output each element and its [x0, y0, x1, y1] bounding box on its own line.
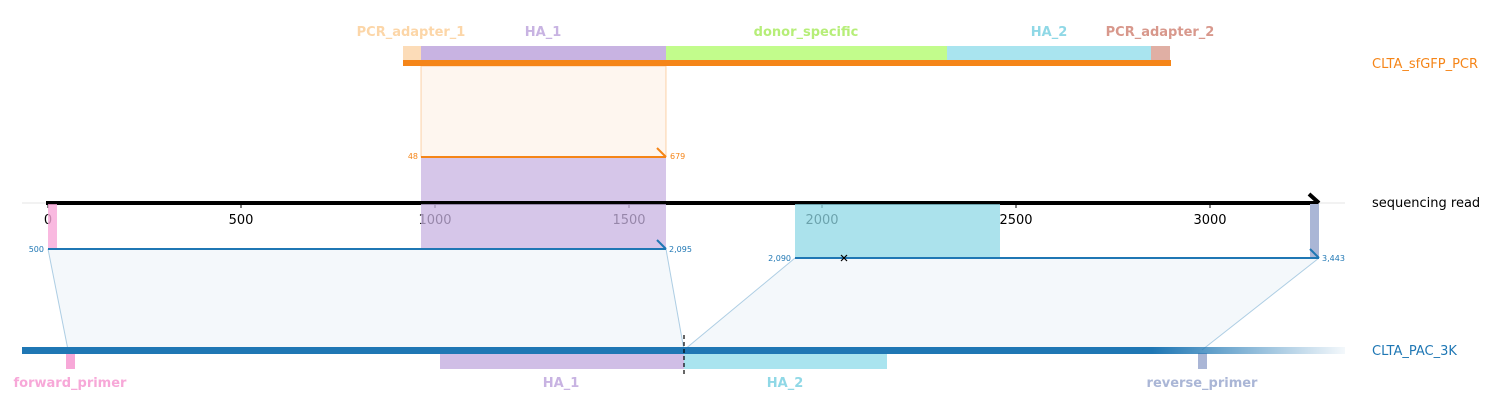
ref-alignment-2-end: 3,443: [1322, 254, 1345, 263]
read-reverse-primer-overlap: [1310, 204, 1319, 258]
ref-alignment-2-left-edge: [683, 257, 796, 351]
ref-alignment-2-right-edge: [1201, 257, 1320, 351]
ref-alignment-1-arrow: [656, 239, 667, 250]
ref-alignment-1: 500 2,095: [29, 239, 692, 351]
pcr-feature-ha-1: [421, 46, 666, 60]
ref-alignment-2-arrow: [1309, 248, 1320, 259]
read-track-label: sequencing read: [1372, 196, 1480, 211]
tick-label-2500: 2500: [999, 213, 1032, 228]
ref-feature-forward-primer: [66, 353, 75, 369]
pcr-alignment-arrow: [656, 147, 667, 158]
ref-alignment-2-shade: [684, 258, 1319, 350]
mismatch-marker: [840, 254, 848, 262]
read-ha-2-overlap: [795, 204, 1000, 258]
pcr-feature-ha-2: [947, 46, 1151, 60]
ref-alignment-1-end: 2,095: [669, 245, 692, 254]
ref-alignment-1-right-edge: [665, 248, 685, 351]
read-ha-1-overlap: [421, 157, 666, 203]
read-track: 0 500 1000 1500 2000 2500 3000 sequencin…: [22, 192, 1480, 228]
ref-track: forward_primer HA_1 HA_2 reverse_primer …: [14, 335, 1457, 391]
pcr-feature-pcr-adapter-1: [403, 46, 421, 60]
ref-track-label: CLTA_PAC_3K: [1372, 344, 1457, 359]
pcr-alignment: 48 679: [408, 65, 685, 203]
pcr-template-bar: [403, 60, 1171, 66]
read-arrowhead: [1307, 192, 1321, 205]
ref-feature-reverse-primer: [1198, 353, 1207, 369]
pcr-feature-label-donor-specific: donor_specific: [754, 25, 859, 40]
ref-feature-label-forward-primer: forward_primer: [14, 376, 128, 391]
ref-feature-ha-1: [440, 353, 684, 369]
ref-bar: [22, 347, 1152, 354]
ref-bar-fade: [1152, 347, 1345, 354]
pcr-feature-pcr-adapter-2: [1151, 46, 1170, 60]
pcr-feature-label-ha-1: HA_1: [525, 25, 562, 40]
ref-alignment-1-start: 500: [29, 245, 44, 254]
pcr-feature-label-pcr-adapter-1: PCR_adapter_1: [357, 25, 466, 40]
ref-alignment-1-left-edge: [47, 248, 69, 351]
ref-alignment-1-shade: [48, 249, 684, 350]
ref-feature-label-ha-2: HA_2: [767, 376, 804, 391]
pcr-alignment-shade: [420, 65, 667, 158]
ref-feature-label-ha-1: HA_1: [543, 376, 580, 391]
ref-alignment-2-start: 2,090: [768, 254, 791, 263]
read-forward-primer-overlap: [48, 204, 57, 249]
pcr-alignment-end: 679: [670, 152, 685, 161]
pcr-alignment-start: 48: [408, 152, 418, 161]
tick-label-3000: 3000: [1193, 213, 1226, 228]
pcr-track: PCR_adapter_1 HA_1 donor_specific HA_2 P…: [357, 25, 1478, 72]
pcr-feature-label-pcr-adapter-2: PCR_adapter_2: [1106, 25, 1215, 40]
ref-alignment-2: 2,090 3,443: [683, 248, 1345, 351]
pcr-feature-donor-specific: [666, 46, 947, 60]
ref-feature-label-reverse-primer: reverse_primer: [1147, 376, 1259, 391]
pcr-track-label: CLTA_sfGFP_PCR: [1372, 57, 1478, 72]
read-ha-1-overlap-lower: [421, 204, 666, 249]
pcr-feature-label-ha-2: HA_2: [1031, 25, 1068, 40]
tick-label-500: 500: [229, 213, 254, 228]
ref-feature-ha-2: [684, 353, 887, 369]
